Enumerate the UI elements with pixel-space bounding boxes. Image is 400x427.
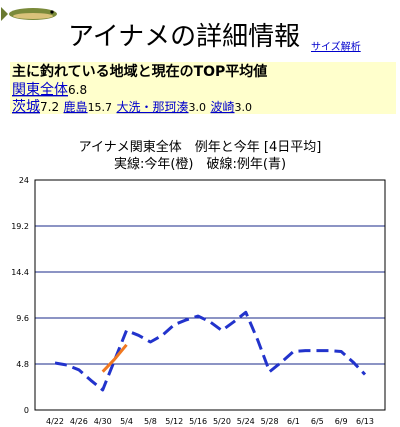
plot-frame <box>34 179 386 411</box>
region-value: 15.7 <box>88 101 113 114</box>
region-link[interactable]: 茨城 <box>12 99 40 115</box>
summary-heading: 主に釣れている地域と現在のTOP平均値 <box>12 63 267 80</box>
y-tick-label: 4.8 <box>16 360 29 369</box>
region-link[interactable]: 波崎 <box>210 100 234 114</box>
region-link[interactable]: 関東全体 <box>12 81 68 98</box>
x-tick-label: 4/22 <box>46 417 64 426</box>
x-tick-label: 6/9 <box>335 417 348 426</box>
y-tick-label: 0 <box>24 406 29 415</box>
y-tick-label: 9.6 <box>16 314 29 323</box>
summary-row: 関東全体6.8 <box>12 81 87 98</box>
x-tick-label: 5/24 <box>237 417 255 426</box>
region-value: 3.0 <box>189 101 207 114</box>
x-tick-label: 5/12 <box>165 417 183 426</box>
x-tick-label: 5/16 <box>189 417 207 426</box>
x-tick-label: 4/30 <box>94 417 112 426</box>
x-tick-label: 6/13 <box>356 417 374 426</box>
series-line <box>54 310 367 392</box>
y-tick-label: 14.4 <box>11 268 29 277</box>
plot: 0 4.8 9.6 14.4 19.2 24 4/22 4/26 4/30 5/4 5/8 5/12 5… <box>11 176 385 426</box>
x-tick-label: 5/28 <box>261 417 279 426</box>
chart-subtitle: 実線:今年(橙) 破線:例年(青) <box>114 156 286 172</box>
x-tick-label: 5/20 <box>213 417 231 426</box>
summary-row: 茨城7.2 鹿島15.7 大洗・那珂湊3.0 波崎3.0 <box>12 99 252 115</box>
x-tick-label: 4/26 <box>70 417 88 426</box>
region-link[interactable]: 鹿島 <box>64 99 88 114</box>
size-link[interactable]: サイズ解析 <box>311 40 361 53</box>
fish-icon <box>1 7 57 21</box>
region-value: 7.2 <box>40 100 59 114</box>
region-link[interactable]: 大洗・那珂湊 <box>117 100 189 114</box>
page-title: アイナメの詳細情報 <box>68 22 300 52</box>
region-value: 6.8 <box>68 83 87 97</box>
y-tick-label: 24 <box>19 176 29 185</box>
series-line <box>101 343 128 373</box>
x-tick-label: 5/8 <box>144 417 157 426</box>
y-tick-label: 19.2 <box>11 222 29 231</box>
region-value: 3.0 <box>235 101 253 114</box>
x-tick-label: 5/4 <box>120 417 133 426</box>
summary-box <box>10 62 396 114</box>
x-tick-label: 6/5 <box>311 417 324 426</box>
x-tick-label: 6/1 <box>287 417 300 426</box>
chart-title: アイナメ関東全体 例年と今年 [4日平均] <box>79 139 322 155</box>
